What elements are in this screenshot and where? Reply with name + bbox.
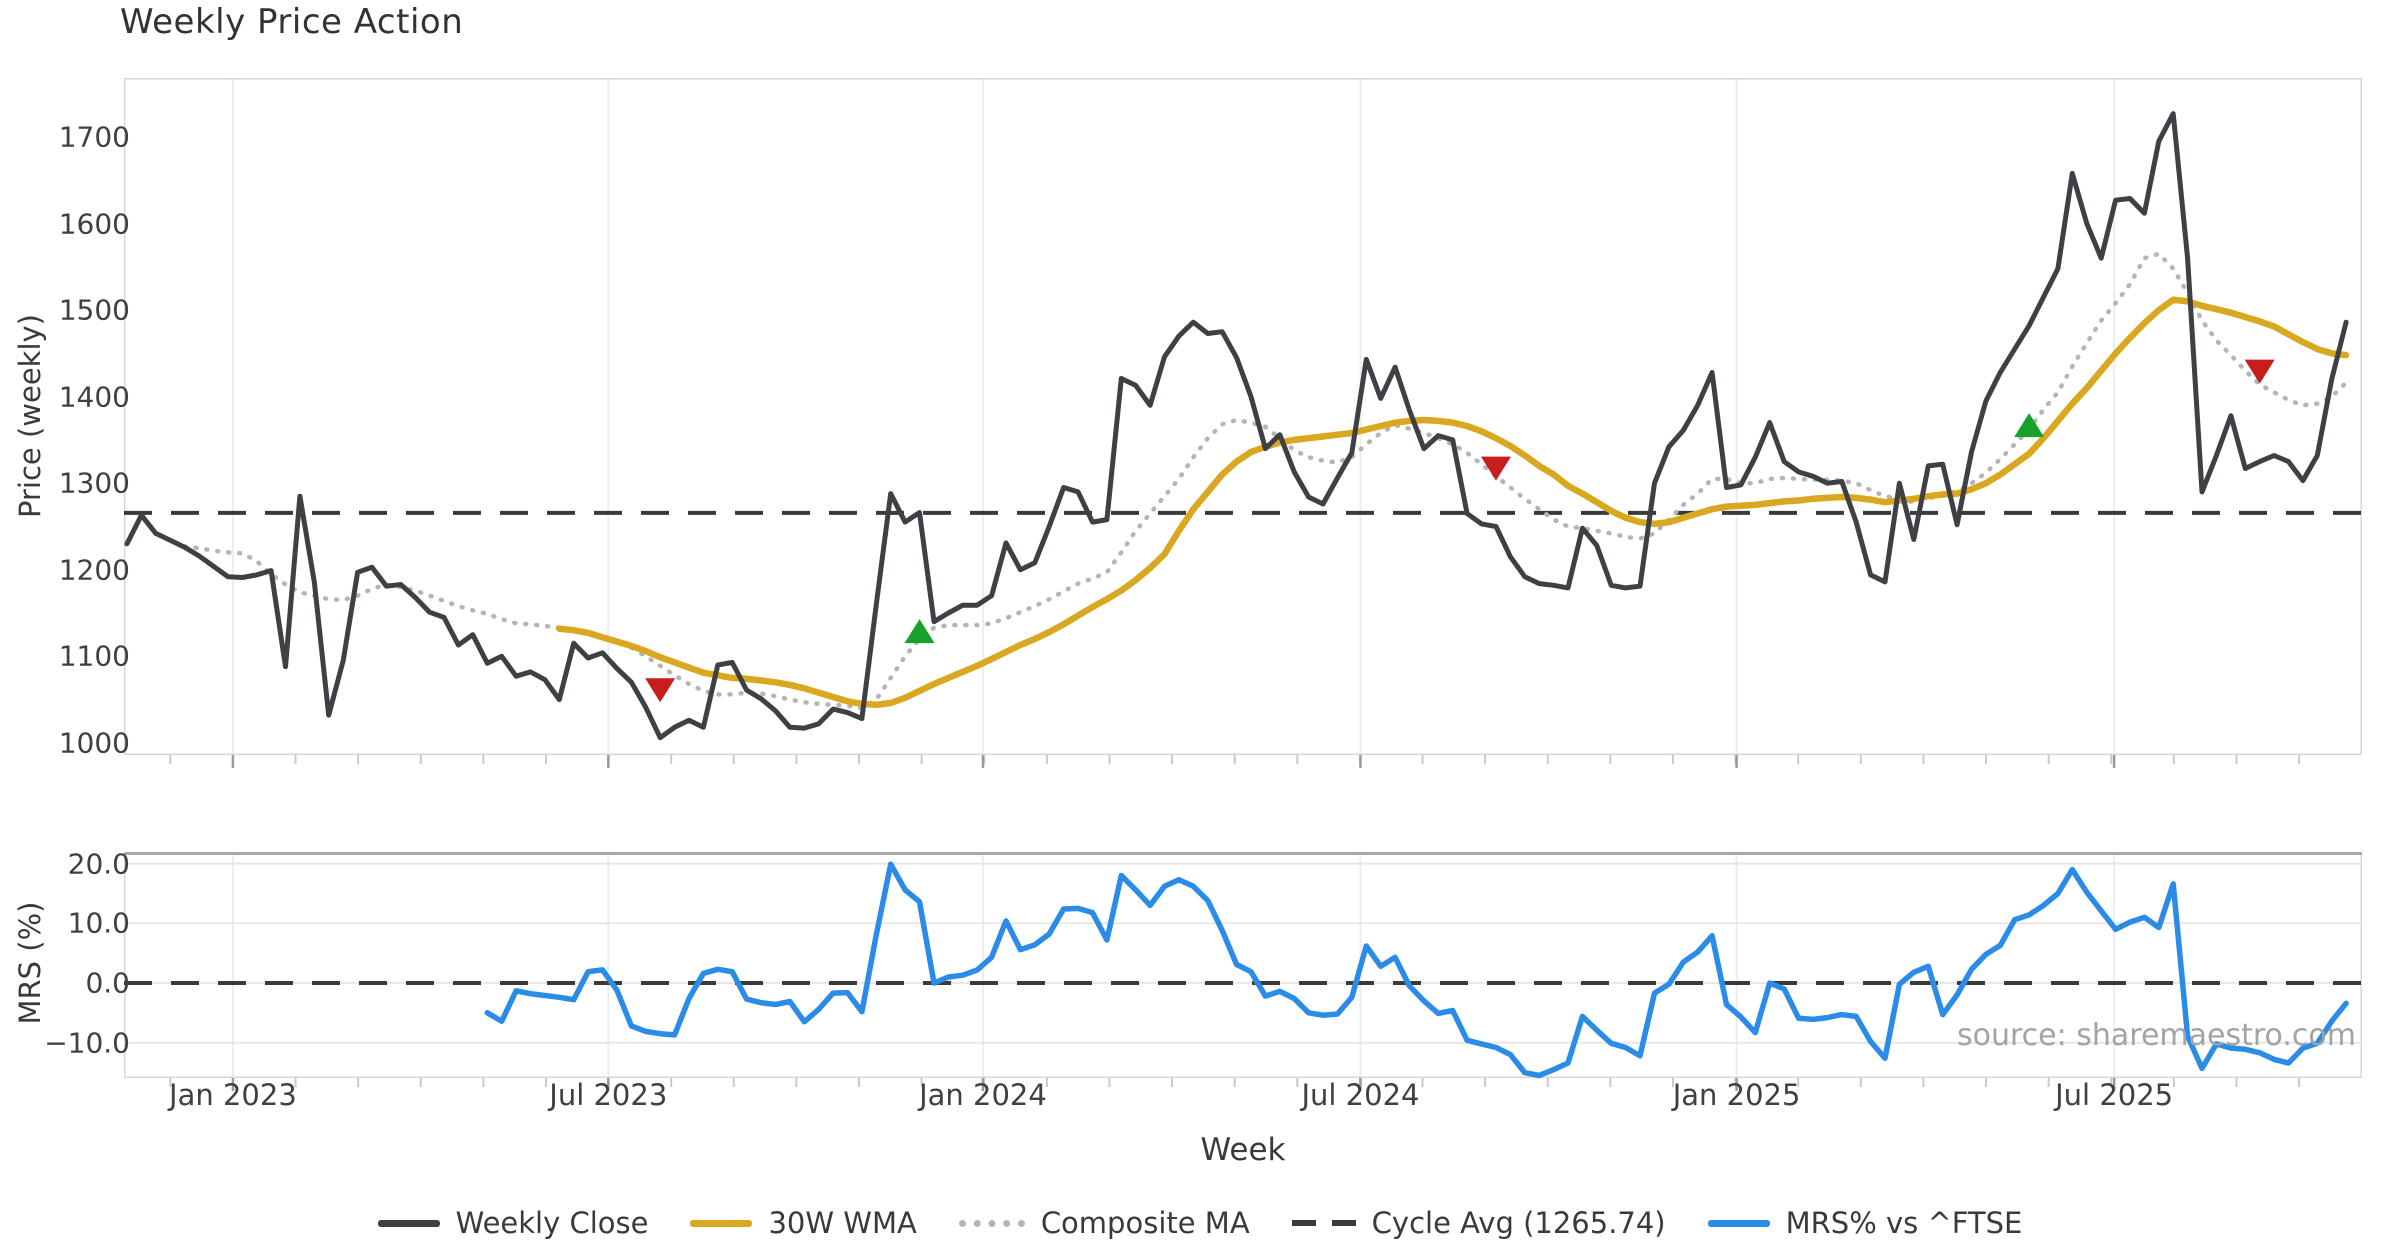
wma-line-swatch-icon — [690, 1219, 753, 1227]
mrs-y-tick-label: −10.0 — [44, 1026, 130, 1060]
mrs-y-tick-label: 20.0 — [67, 847, 130, 881]
panel-border — [124, 78, 2362, 755]
price-y-tick-label: 1200 — [58, 553, 130, 587]
legend-label: 30W WMA — [768, 1206, 917, 1240]
mrs-axis-label: MRS (%) — [13, 901, 47, 1025]
price-y-tick-label: 1500 — [58, 293, 130, 327]
legend-label: MRS% vs ^FTSE — [1785, 1206, 2023, 1240]
buy-marker-icon — [904, 619, 935, 644]
x-tick-label: Jan 2025 — [1672, 1078, 1801, 1112]
legend-label: Cycle Avg (1265.74) — [1371, 1206, 1666, 1240]
x-tick-label: Jan 2024 — [919, 1078, 1047, 1112]
x-tick-label: Jan 2023 — [169, 1078, 297, 1112]
price-y-tick-label: 1100 — [58, 639, 130, 673]
composite-ma-line — [182, 251, 2349, 711]
price-axis-label: Price (weekly) — [13, 313, 47, 519]
sell-marker-icon — [1480, 456, 1511, 481]
weekly-close-line — [124, 111, 2349, 741]
legend-item-composite-ma: Composite MA — [958, 1206, 1250, 1240]
price-y-tick-label: 1000 — [58, 726, 130, 760]
mrs-y-tick-label: 0.0 — [85, 966, 130, 1000]
price-panel-plot — [124, 78, 2362, 768]
mrs-line-swatch-icon — [1707, 1219, 1770, 1227]
legend-item-cycle-avg: Cycle Avg (1265.74) — [1291, 1206, 1666, 1240]
price-y-tick-label: 1300 — [58, 466, 130, 500]
composite-ma-dotted-swatch-icon — [958, 1219, 1025, 1227]
price-y-tick-label: 1600 — [58, 207, 130, 241]
price-y-tick-label: 1700 — [58, 120, 130, 154]
legend-item-mrs: MRS% vs ^FTSE — [1707, 1206, 2023, 1240]
price-y-tick-label: 1400 — [58, 380, 130, 414]
mrs-y-tick-label: 10.0 — [67, 906, 130, 940]
x-tick-label: Jul 2024 — [1301, 1078, 1420, 1112]
weekly-close-line-swatch-icon — [377, 1219, 440, 1227]
x-tick-label: Jul 2025 — [2055, 1078, 2174, 1112]
chart-title: Weekly Price Action — [120, 2, 464, 42]
legend-item-weekly-close: Weekly Close — [377, 1206, 649, 1240]
mrs-panel-plot — [124, 852, 2362, 1091]
chart-legend: Weekly Close 30W WMA Composite MA Cycle … — [0, 1206, 2400, 1240]
sell-marker-icon — [645, 678, 676, 703]
cycle-avg-dashed-swatch-icon — [1291, 1220, 1356, 1226]
x-tick-label: Jul 2023 — [549, 1078, 668, 1112]
mrs-line — [484, 861, 2349, 1079]
legend-label: Composite MA — [1040, 1206, 1250, 1240]
sell-marker-icon — [2244, 359, 2275, 384]
legend-label: Weekly Close — [455, 1206, 649, 1240]
x-axis-label: Week — [1200, 1132, 1286, 1168]
watermark-text: source: sharemaestro.com — [1957, 1018, 2356, 1053]
buy-marker-icon — [2014, 413, 2045, 438]
wma-line — [556, 296, 2350, 709]
legend-item-30w-wma: 30W WMA — [690, 1206, 917, 1240]
